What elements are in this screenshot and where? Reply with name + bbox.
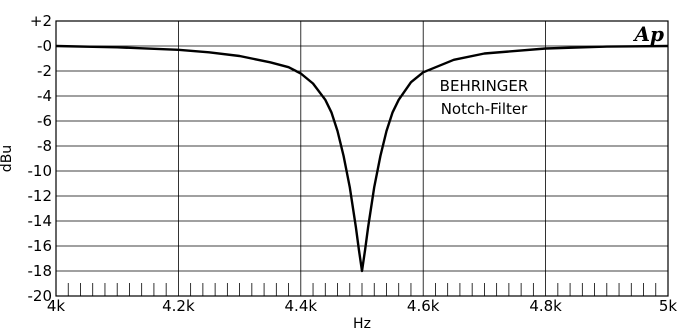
x-tick-label: 4.6k [407,297,440,315]
y-tick-label: -16 [28,237,53,255]
y-tick-label: -14 [28,212,53,230]
y-tick-label: -8 [37,137,52,155]
x-axis-title: Hz [353,316,371,330]
annotation-brand: BEHRINGER [440,77,529,95]
x-tick-label: 4.2k [162,297,195,315]
y-tick-label: -18 [28,262,53,280]
y-tick-label: -10 [28,162,53,180]
x-tick-label: 4.4k [285,297,318,315]
grid [55,20,669,297]
response-curve [55,44,669,273]
y-tick-label: -0 [37,37,52,55]
plot-frame [55,20,669,297]
y-tick-label: -4 [37,87,52,105]
y-tick-label: -20 [28,287,53,305]
x-tick-label: 4.8k [529,297,562,315]
y-tick-label: -12 [28,187,53,205]
y-tick-label: +2 [30,12,52,30]
y-axis-title: dBu [0,145,15,172]
y-tick-label: -6 [37,112,52,130]
annotation-description: Notch-Filter [441,100,528,118]
x-tick-label: 5k [659,297,678,315]
x-tick-label: 4k [47,297,66,315]
series [55,44,669,273]
audio-precision-logo: Ap [632,22,664,46]
minor-x-ticks [67,283,657,296]
y-tick-label: -2 [37,62,52,80]
